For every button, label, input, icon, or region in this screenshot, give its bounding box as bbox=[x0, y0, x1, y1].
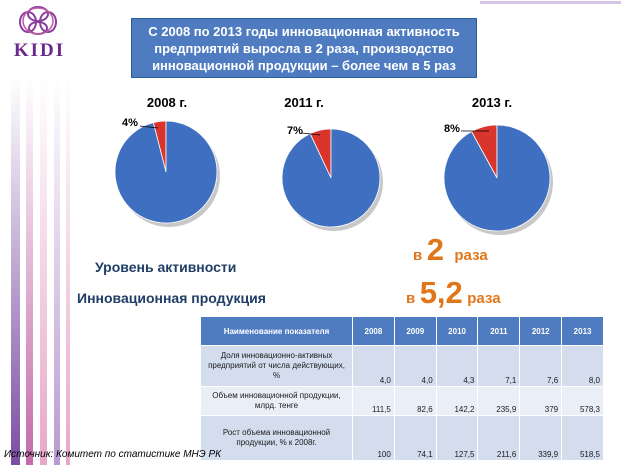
row-name: Рост объема инновационной продукции, % к… bbox=[200, 415, 353, 461]
pie-slice-2011-1 bbox=[281, 128, 381, 228]
pie-label-2011: 7% bbox=[287, 125, 303, 137]
table-cell: 100 bbox=[352, 415, 395, 461]
row-name: Доля инновационно-активных предприятий о… bbox=[200, 345, 353, 387]
decorative-stripes bbox=[11, 78, 70, 465]
source-note: Источник: Комитет по статистике МНЭ РК bbox=[4, 449, 222, 460]
activity-growth: в 2 раза bbox=[413, 232, 488, 268]
table-cell: 4,3 bbox=[435, 345, 479, 387]
pie-leader-line-2011 bbox=[301, 132, 321, 136]
pie-slice-2013-1 bbox=[443, 124, 551, 232]
product-growth-prefix: в bbox=[406, 290, 416, 307]
statistics-table: Наименование показателя 2008 2009 2010 2… bbox=[200, 316, 604, 461]
table-cell: 7,1 bbox=[477, 345, 521, 387]
table-cell: 127,5 bbox=[435, 415, 479, 461]
activity-growth-value: 2 bbox=[426, 232, 444, 267]
product-growth-value: 5,2 bbox=[419, 275, 463, 310]
table-cell: 518,5 bbox=[561, 415, 604, 461]
table-row: Объем инновационной продукции, млрд. тен… bbox=[200, 386, 604, 416]
pie-title-2008: 2008 г. bbox=[146, 95, 188, 110]
table-header-row: Наименование показателя 2008 2009 2010 2… bbox=[200, 316, 604, 346]
pie-label-2013: 8% bbox=[444, 123, 460, 135]
table-cell: 82,6 bbox=[393, 386, 437, 416]
table-cell: 8,0 bbox=[561, 345, 604, 387]
row-name: Объем инновационной продукции, млрд. тен… bbox=[200, 386, 353, 416]
header-name: Наименование показателя bbox=[200, 316, 353, 346]
table-cell: 211,6 bbox=[477, 415, 521, 461]
activity-label: Уровень активности bbox=[95, 259, 237, 275]
table-cell: 235,9 bbox=[477, 386, 521, 416]
product-label: Инновационная продукция bbox=[77, 290, 266, 306]
pie-slice-2008-1 bbox=[114, 120, 218, 224]
table-cell: 379 bbox=[519, 386, 563, 416]
table-cell: 7,6 bbox=[519, 345, 563, 387]
activity-growth-suffix: раза bbox=[454, 247, 488, 264]
table-cell: 4,0 bbox=[352, 345, 395, 387]
table-cell: 111,5 bbox=[352, 386, 395, 416]
header-year: 2011 bbox=[477, 316, 521, 346]
table-cell: 339,9 bbox=[519, 415, 563, 461]
table-cell: 578,3 bbox=[561, 386, 604, 416]
header-year: 2010 bbox=[435, 316, 479, 346]
pie-label-2008: 4% bbox=[122, 117, 138, 129]
table-cell: 4,0 bbox=[393, 345, 437, 387]
pie-title-2011: 2011 г. bbox=[284, 95, 324, 110]
product-growth: в 5,2 раза bbox=[406, 275, 501, 311]
pie-title-2013: 2013 г. bbox=[471, 95, 513, 110]
activity-growth-prefix: в bbox=[413, 247, 423, 264]
logo: KIDI bbox=[2, 2, 74, 74]
logo-text: KIDI bbox=[13, 40, 66, 61]
header-year: 2013 bbox=[561, 316, 604, 346]
product-growth-suffix: раза bbox=[467, 290, 501, 307]
header-year: 2008 bbox=[352, 316, 395, 346]
headline-banner: С 2008 по 2013 годы инновационная активн… bbox=[131, 18, 477, 78]
table-row: Рост объема инновационной продукции, % к… bbox=[200, 415, 604, 461]
table-row: Доля инновационно-активных предприятий о… bbox=[200, 345, 604, 387]
table-cell: 74,1 bbox=[393, 415, 437, 461]
header-year: 2009 bbox=[393, 316, 437, 346]
logo-flower-icon bbox=[19, 6, 57, 35]
pie-leader-line-2008 bbox=[139, 125, 159, 129]
header-year: 2012 bbox=[519, 316, 563, 346]
table-cell: 142,2 bbox=[435, 386, 479, 416]
top-decorative-line bbox=[480, 1, 621, 4]
